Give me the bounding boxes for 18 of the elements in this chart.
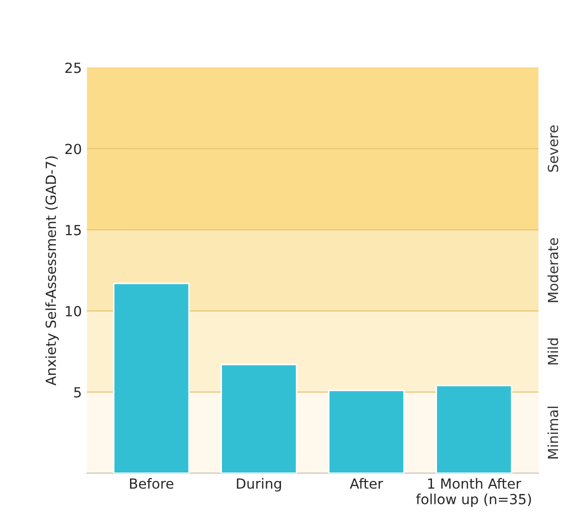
bar (328, 390, 405, 474)
x-tick-label: After (350, 478, 384, 489)
y-tick-label: 15 (66, 224, 81, 236)
x-tick-label: 1 Month After follow up (n=35) (416, 478, 531, 508)
y-tick-label: 25 (65, 62, 81, 74)
band-label: Moderate (548, 238, 558, 302)
band-label: Mild (548, 338, 558, 364)
y-tick-label: 5 (74, 387, 81, 398)
x-tick-label: Before (130, 478, 174, 489)
bar (220, 364, 298, 474)
y-tick-label: 20 (65, 144, 82, 154)
x-tick-label: During (236, 478, 281, 492)
y-tick-label: 10 (66, 306, 82, 316)
band-label: Minimal (548, 406, 558, 458)
y-axis-title: Anxiety Self-Assessment (GAD-7) (45, 156, 59, 386)
band-label: Severe (548, 125, 558, 172)
bar (113, 282, 190, 474)
bar (436, 384, 512, 474)
